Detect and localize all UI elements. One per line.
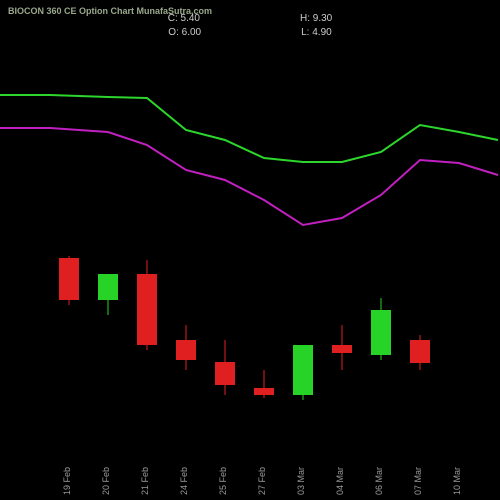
- candle-body: [332, 345, 352, 353]
- candle-body: [371, 310, 391, 355]
- chart-container: { "title": "BIOCON 360 CE Option Chart M…: [0, 0, 500, 500]
- candle-body: [293, 345, 313, 395]
- candle-body: [176, 340, 196, 360]
- x-label: 04 Mar: [335, 467, 345, 495]
- candle-body: [254, 388, 274, 395]
- x-label: 24 Feb: [179, 467, 189, 495]
- candle-body: [137, 274, 157, 345]
- candle-body: [215, 362, 235, 385]
- x-label: 20 Feb: [101, 467, 111, 495]
- x-label: 27 Feb: [257, 467, 267, 495]
- x-label: 03 Mar: [296, 467, 306, 495]
- x-label: 07 Mar: [413, 467, 423, 495]
- x-label: 19 Feb: [62, 467, 72, 495]
- candle-body: [59, 258, 79, 300]
- candle-body: [98, 274, 118, 300]
- x-label: 21 Feb: [140, 467, 150, 495]
- indicator-line: [0, 128, 498, 225]
- x-label: 06 Mar: [374, 467, 384, 495]
- x-label: 10 Mar: [452, 467, 462, 495]
- candle-body: [410, 340, 430, 363]
- indicator-line: [0, 95, 498, 162]
- x-label: 25 Feb: [218, 467, 228, 495]
- chart-svg: [0, 0, 500, 500]
